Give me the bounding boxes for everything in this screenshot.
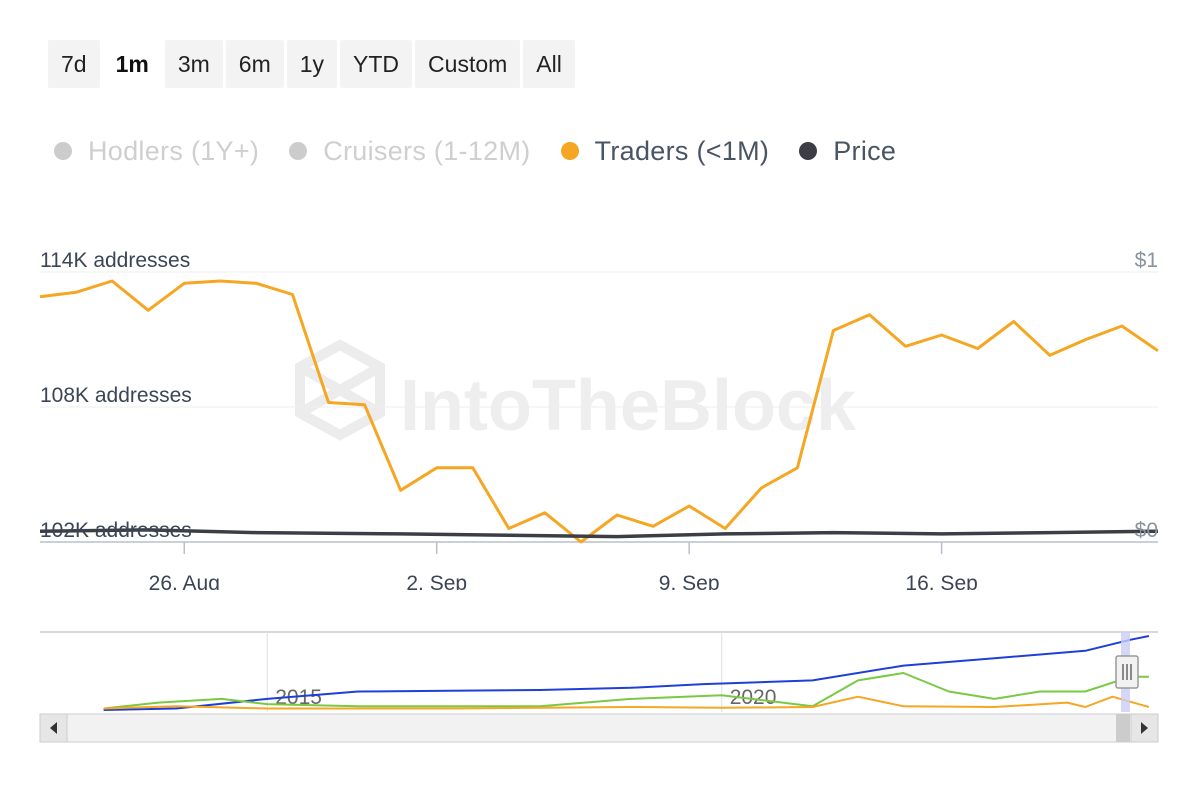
range-button-6m[interactable]: 6m xyxy=(225,40,284,88)
main-chart: IntoTheBlock 114K addresses 108K addresse… xyxy=(39,249,1159,590)
legend-item-0[interactable]: Hodlers (1Y+) xyxy=(54,136,259,167)
y-axis-left-tick-label: 108K addresses xyxy=(40,384,192,407)
legend-dot-icon xyxy=(289,142,308,160)
y-axis-left-tick-label: 114K addresses xyxy=(40,249,190,272)
legend-item-2[interactable]: Traders (<1M) xyxy=(560,135,770,167)
series-line-1 xyxy=(39,528,1159,539)
legend-dot-icon xyxy=(799,142,818,160)
legend-dot-icon xyxy=(54,142,72,160)
navigator-series-line-0 xyxy=(103,635,1150,711)
legend-label: Cruisers (1-12M) xyxy=(323,135,531,166)
x-axis-tick-label: 2. Sep xyxy=(406,572,467,590)
navigator[interactable]: 2015 2020 xyxy=(0,620,1200,750)
arrow-right-icon xyxy=(1141,722,1148,734)
range-button-ytd[interactable]: YTD xyxy=(340,40,413,88)
navigator-grid: 2015 2020 xyxy=(266,632,777,712)
range-selector: 7d 1m 3m 6m 1y YTD Custom All xyxy=(48,40,578,88)
x-axis-tick-label: 26. Aug xyxy=(149,572,220,590)
legend-item-1[interactable]: Cruisers (1-12M) xyxy=(289,136,530,167)
axes: 114K addresses 108K addresses 102K address… xyxy=(40,249,1158,590)
chart-legend: Hodlers (1Y+) Cruisers (1-12M) Traders (<1… xyxy=(54,132,926,170)
series-layer xyxy=(39,279,1159,544)
range-button-3m[interactable]: 3m xyxy=(164,40,223,88)
legend-label: Traders (<1M) xyxy=(594,135,770,166)
y-axis-left-tick-label: 102K addresses xyxy=(40,519,192,542)
arrow-left-icon xyxy=(50,722,57,734)
navigator-series-line-1 xyxy=(103,672,1149,710)
range-button-custom[interactable]: Custom xyxy=(415,40,521,88)
navigator-tick-label: 2015 xyxy=(275,686,322,709)
navigator-series-line-2 xyxy=(103,695,1150,710)
range-button-1y[interactable]: 1y xyxy=(286,40,338,88)
range-button-7d[interactable]: 7d xyxy=(48,40,100,88)
legend-label: Price xyxy=(833,135,897,166)
series-line-0 xyxy=(39,279,1159,544)
grid-lines xyxy=(40,271,1158,543)
watermark-logo-icon xyxy=(295,339,385,441)
navigator-series xyxy=(103,635,1150,711)
y-axis-right-tick-label: $0 xyxy=(1135,519,1158,542)
range-button-all[interactable]: All xyxy=(523,40,575,88)
legend-label: Hodlers (1Y+) xyxy=(88,135,260,166)
y-axis-right-tick-label: $1 xyxy=(1135,249,1158,272)
x-axis-tick-label: 9. Sep xyxy=(659,572,720,590)
navigator-handle[interactable] xyxy=(1115,655,1139,689)
watermark: IntoTheBlock xyxy=(295,339,857,446)
navigator-tick-label: 2020 xyxy=(730,686,777,709)
legend-dot-icon xyxy=(560,142,579,160)
scrollbar-thumb[interactable] xyxy=(1116,714,1130,742)
x-axis-tick-label: 16. Sep xyxy=(905,572,977,590)
legend-item-3[interactable]: Price xyxy=(799,136,896,167)
scrollbar-track[interactable] xyxy=(39,713,1159,743)
navigator-scrollbar[interactable] xyxy=(39,713,1159,743)
range-button-1m[interactable]: 1m xyxy=(102,40,162,88)
watermark-text: IntoTheBlock xyxy=(400,366,857,446)
